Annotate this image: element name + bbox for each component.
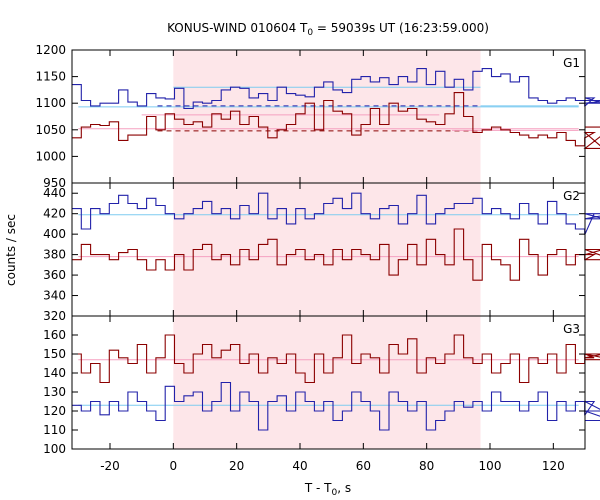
chart-title: KONUS-WIND 010604 T0 = 59039s UT (16:23:…: [167, 21, 489, 38]
panel-3-ytick-label: 150: [43, 347, 66, 361]
x-axis-title: T - T0, s: [304, 481, 351, 498]
panel-3-ytick-label: 120: [43, 404, 66, 418]
panel-1-ytick-label: 1150: [35, 70, 66, 84]
panel-1-ytick-label: 1100: [35, 96, 66, 110]
panel-2-ytick-label: 320: [43, 309, 66, 323]
x-tick-label: 80: [419, 459, 434, 473]
panel-3-ytick-label: 140: [43, 366, 66, 380]
panel-1-series-red: [72, 92, 600, 149]
x-tick-label: 20: [229, 459, 244, 473]
x-tick-label: 60: [356, 459, 371, 473]
panel-3-series-blue: [72, 381, 600, 431]
x-tick-label: 120: [542, 459, 565, 473]
y-axis-title: counts / sec: [4, 214, 18, 286]
panel-2-ytick-label: 340: [43, 289, 66, 303]
panel-3-ytick-label: 100: [43, 442, 66, 456]
panel-1-ytick-label: 1200: [35, 43, 66, 57]
panel-2-ytick-label: 380: [43, 248, 66, 262]
panel-1-label: G1: [563, 56, 580, 70]
panel-3-frame: [71, 315, 586, 450]
panel-3-ytick-label: 110: [43, 423, 66, 437]
panel-3-ytick-label: 160: [43, 328, 66, 342]
x-tick-label: -20: [100, 459, 120, 473]
highlight-interval: [173, 50, 481, 449]
chart-title-subscript: 0: [307, 28, 313, 38]
panel-2-series-red: [72, 228, 600, 281]
panel-3-ytick-label: 130: [43, 385, 66, 399]
panel-1-ytick-label: 1000: [35, 149, 66, 163]
panel-2-ytick-label: 400: [43, 227, 66, 241]
x-tick-label: 100: [479, 459, 502, 473]
x-tick-label: 0: [170, 459, 178, 473]
panel-2-series-blue: [72, 192, 600, 235]
panel-1-ytick-label: 950: [43, 176, 66, 190]
panel-2-label: G2: [563, 189, 580, 203]
plot-layer: 95010001050110011501200G1320340360380400…: [35, 43, 600, 473]
panel-1-series-blue: [72, 68, 600, 110]
panel-2-ytick-label: 360: [43, 268, 66, 282]
panel-2-ytick-label: 440: [43, 186, 66, 200]
panel-3-series-red: [72, 334, 600, 384]
x-axis-title-subscript: 0: [332, 488, 338, 498]
panel-1-ytick-label: 1050: [35, 123, 66, 137]
panel-2-ytick-label: 420: [43, 207, 66, 221]
x-tick-label: 40: [292, 459, 307, 473]
panel-3-label: G3: [563, 322, 580, 336]
